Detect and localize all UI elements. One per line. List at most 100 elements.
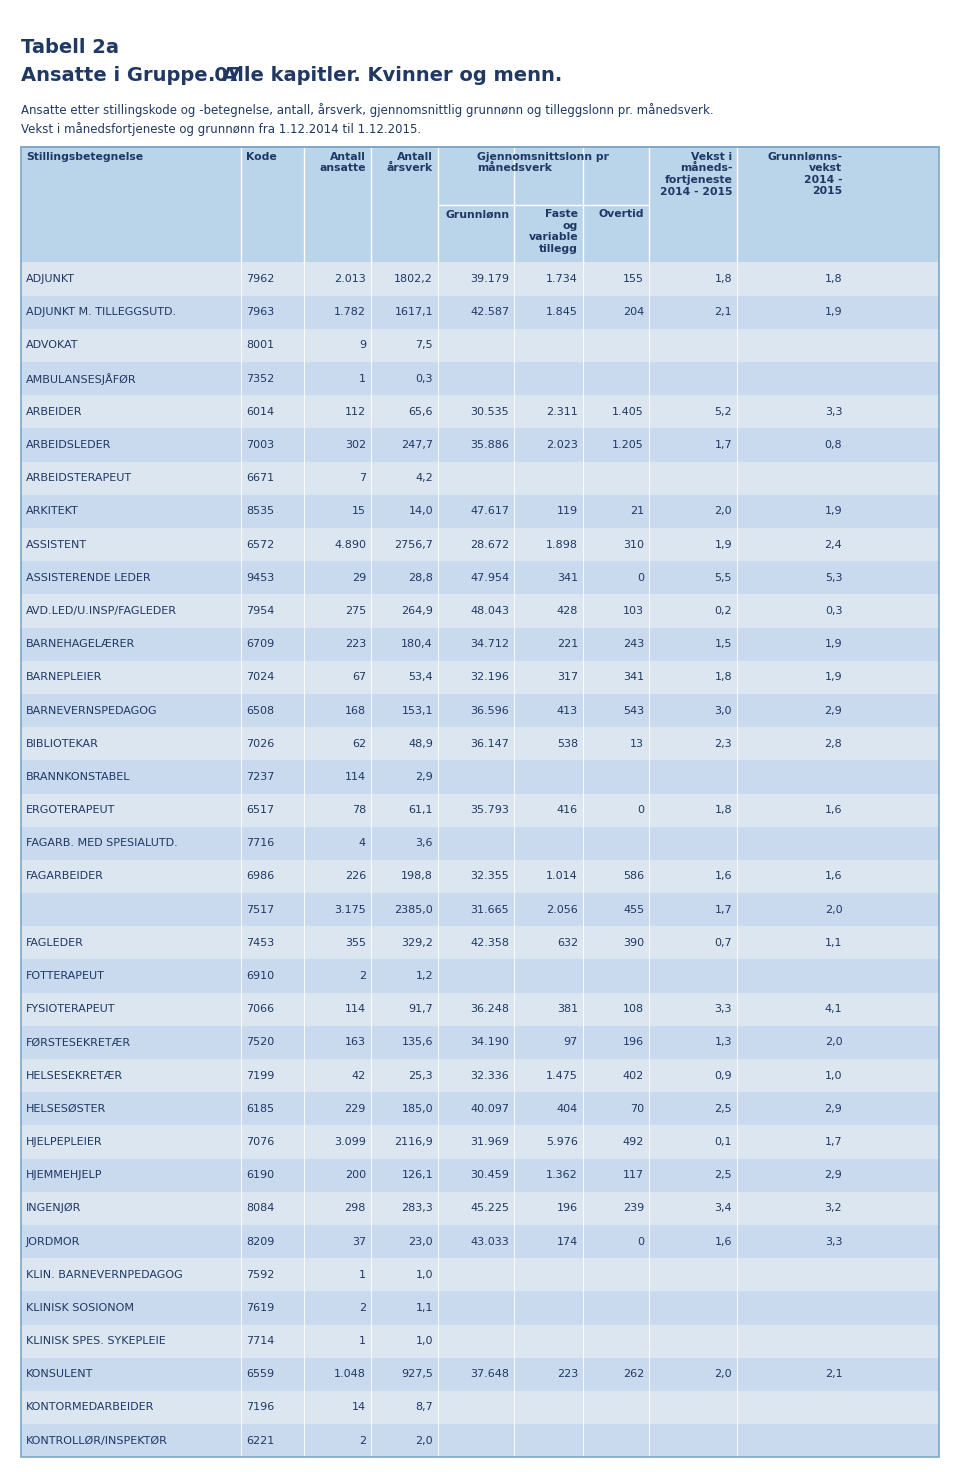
Text: 1.205: 1.205 [612,440,644,450]
Bar [21,1259,939,1291]
Text: 6221: 6221 [246,1435,275,1446]
Text: Grunnlønns-
vekst
2014 -
2015: Grunnlønns- vekst 2014 - 2015 [767,152,842,196]
Text: 7076: 7076 [246,1136,275,1147]
Text: 7237: 7237 [246,771,275,782]
Text: 103: 103 [623,606,644,615]
Text: AVD.LED/U.INSP/FAGLEDER: AVD.LED/U.INSP/FAGLEDER [26,606,177,615]
Text: 404: 404 [557,1104,578,1114]
Text: 7453: 7453 [246,938,275,948]
Text: ADVOKAT: ADVOKAT [26,340,79,350]
Text: 6559: 6559 [246,1369,275,1379]
Text: 223: 223 [557,1369,578,1379]
Text: 180,4: 180,4 [401,639,433,649]
Bar [21,147,939,1457]
Text: 455: 455 [623,905,644,914]
Text: 0: 0 [637,805,644,815]
Text: 32.355: 32.355 [470,871,509,882]
Text: FOTTERAPEUT: FOTTERAPEUT [26,972,105,980]
Text: 402: 402 [623,1070,644,1080]
Text: 1.898: 1.898 [546,540,578,549]
Text: 126,1: 126,1 [401,1170,433,1181]
Text: FYSIOTERAPEUT: FYSIOTERAPEUT [26,1004,115,1014]
Text: 1802,2: 1802,2 [395,274,433,284]
Text: 7619: 7619 [246,1303,275,1313]
Text: 5,5: 5,5 [714,573,732,583]
Bar [21,428,939,462]
Text: 7024: 7024 [246,673,275,683]
Text: 8209: 8209 [246,1236,275,1247]
Text: 221: 221 [557,639,578,649]
Text: 1,1: 1,1 [416,1303,433,1313]
Text: 65,6: 65,6 [409,406,433,417]
Text: 155: 155 [623,274,644,284]
Bar [21,1192,939,1225]
Text: 492: 492 [623,1136,644,1147]
Text: 1,9: 1,9 [714,540,732,549]
Text: 39.179: 39.179 [470,274,509,284]
Text: 3,4: 3,4 [714,1204,732,1213]
Text: 7517: 7517 [246,905,275,914]
Text: 2,5: 2,5 [714,1170,732,1181]
Bar [21,296,939,328]
Text: 2,9: 2,9 [416,771,433,782]
Text: 135,6: 135,6 [401,1038,433,1048]
Text: Ansatte etter stillingskode og -betegnelse, antall, årsverk, gjennomsnittlig gru: Ansatte etter stillingskode og -betegnel… [21,103,713,116]
Text: 2.013: 2.013 [334,274,366,284]
Text: 1,0: 1,0 [416,1270,433,1279]
Text: Grunnlønn: Grunnlønn [445,209,509,219]
Text: AMBULANSESJÅFØR: AMBULANSESJÅFØR [26,372,136,384]
Bar [21,1225,939,1259]
Text: 1.405: 1.405 [612,406,644,417]
Text: 2.023: 2.023 [546,440,578,450]
Text: 48,9: 48,9 [408,739,433,749]
Text: 2,0: 2,0 [714,1369,732,1379]
Bar [21,462,939,495]
Text: 2: 2 [359,1435,366,1446]
Text: 3,3: 3,3 [714,1004,732,1014]
Text: INGENJØR: INGENJØR [26,1203,82,1213]
Text: 2: 2 [359,972,366,980]
Text: 0,3: 0,3 [825,606,842,615]
Text: 43.033: 43.033 [470,1236,509,1247]
Text: 42.587: 42.587 [470,308,509,318]
Text: 1,9: 1,9 [825,673,842,683]
Text: 7714: 7714 [246,1337,275,1345]
Text: 1,1: 1,1 [825,938,842,948]
Text: 31.665: 31.665 [470,905,509,914]
Text: 3.175: 3.175 [334,905,366,914]
Text: 48.043: 48.043 [470,606,509,615]
Text: Ansatte i Gruppe 07: Ansatte i Gruppe 07 [21,66,241,85]
Text: 0,1: 0,1 [714,1136,732,1147]
Text: 53,4: 53,4 [408,673,433,683]
Text: 1,6: 1,6 [714,1236,732,1247]
Bar [21,495,939,528]
Text: KLIN. BARNEVERNPEDAGOG: KLIN. BARNEVERNPEDAGOG [26,1270,182,1279]
Text: 381: 381 [557,1004,578,1014]
Text: 6014: 6014 [246,406,275,417]
Text: 112: 112 [345,406,366,417]
Bar [21,894,939,926]
Text: 78: 78 [351,805,366,815]
Text: 1,8: 1,8 [714,805,732,815]
Text: 97: 97 [564,1038,578,1048]
Text: 168: 168 [345,705,366,715]
Text: 0: 0 [637,573,644,583]
Text: 114: 114 [345,1004,366,1014]
Bar [21,1291,939,1325]
Text: KONSULENT: KONSULENT [26,1369,93,1379]
Bar [21,595,939,627]
Text: 2116,9: 2116,9 [395,1136,433,1147]
Bar [21,1325,939,1357]
Text: 29: 29 [351,573,366,583]
Text: 3.099: 3.099 [334,1136,366,1147]
Text: 6190: 6190 [246,1170,275,1181]
Text: Vekst i månedsfortjeneste og grunnønn fra 1.12.2014 til 1.12.2015.: Vekst i månedsfortjeneste og grunnønn fr… [21,122,421,135]
Text: 36.147: 36.147 [470,739,509,749]
Text: 329,2: 329,2 [401,938,433,948]
Text: 2,9: 2,9 [825,1170,842,1181]
Text: 7520: 7520 [246,1038,275,1048]
Text: 239: 239 [623,1204,644,1213]
Text: Antall
ansatte: Antall ansatte [320,152,366,174]
Text: HELSESEKRETÆR: HELSESEKRETÆR [26,1070,123,1080]
Text: 0,2: 0,2 [714,606,732,615]
